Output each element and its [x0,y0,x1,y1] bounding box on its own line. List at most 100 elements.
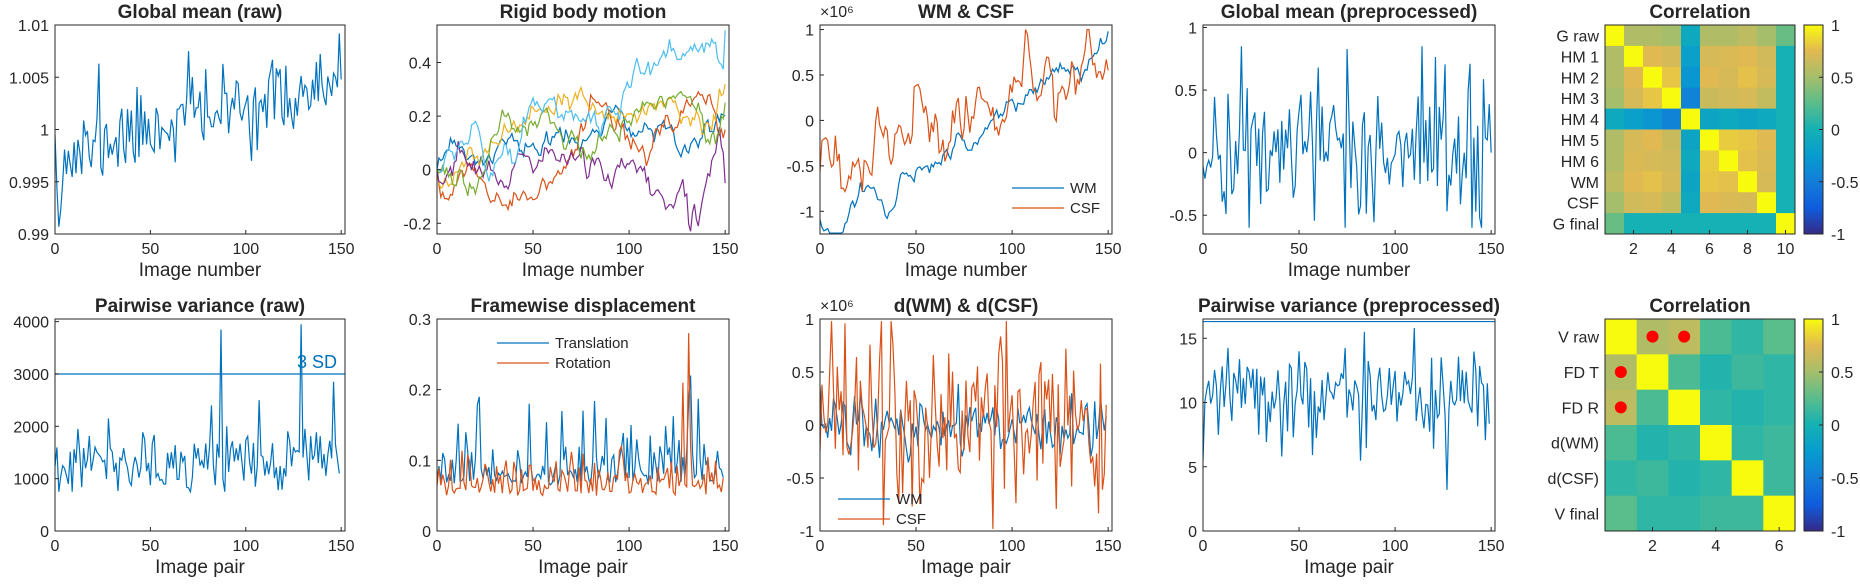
axes-box [1604,318,1796,532]
heatmap-cell [1763,425,1796,461]
heatmap-cell [1776,108,1796,130]
heatmap-cell [1700,192,1720,214]
heatmap-cell [1605,460,1638,497]
x-tick-label: 0 [433,241,442,258]
heatmap-cell [1605,129,1625,151]
heatmap-cell [1719,25,1739,47]
heatmap-cell [1719,171,1739,193]
heatmap-cell [1700,87,1720,110]
heatmap-cell [1731,319,1764,355]
heatmap-cell [1719,66,1739,89]
chart-5: Pairwise variance (raw) 3 SD 0 50 100 150 0 100… [13,296,354,578]
heatmap-cell [1605,108,1625,130]
heatmap-cell [1662,108,1682,130]
y-tick-label: 0.99 [18,227,49,244]
x-tick-label: 0 [51,538,60,555]
heatmap-cell [1605,87,1625,110]
axes-box [1202,318,1496,532]
heatmap-cell [1738,150,1758,172]
heatmap-cell [1719,45,1739,68]
y-tick-label: 0 [1188,146,1197,163]
colorbar-tick-label: 0.5 [1831,365,1853,382]
axis-exponent: ×10⁶ [820,4,854,21]
x-tick-label: 0 [51,241,60,258]
heatmap-cell [1731,354,1764,391]
x-tick-label: 50 [907,241,925,258]
x-tick-label: 50 [907,538,925,555]
heatmap-cell [1681,87,1701,110]
plot-area [55,324,340,494]
x-axis-label: Image pair [1304,557,1394,578]
heatmap-cell [1757,171,1777,193]
x-axis-label: Image pair [155,557,245,578]
chart-title: Correlation [1649,2,1750,23]
heatmap-cell [1605,45,1625,68]
heatmap-cell [1700,171,1720,193]
y-tick-label: 0.2 [409,109,431,126]
heatmap-cell [1662,45,1682,68]
heatmap-cell [1605,319,1638,355]
x-tick-label: 50 [524,538,542,555]
x-tick-label: 150 [712,538,739,555]
y-tick-label: 2000 [13,419,49,436]
heatmap-cell [1624,192,1644,214]
x-tick-label: 6 [1775,538,1784,555]
heatmap-cell [1719,192,1739,214]
heatmap-cell [1605,495,1638,532]
heatmap-cell [1624,25,1644,47]
heatmap-cell [1757,87,1777,110]
heatmap-cell [1624,129,1644,151]
row-label: d(CSF) [1547,471,1599,488]
legend-entry-wm: WM [896,491,923,508]
plot-area [437,30,726,232]
heatmap-cell [1700,213,1720,235]
heatmap-cell [1757,129,1777,151]
y-tick-label: 0 [422,163,431,180]
y-tick-label: 0.5 [792,365,814,382]
x-axis-label: Image number [1288,260,1411,281]
significance-marker [1614,366,1627,378]
heatmap-cell [1738,213,1758,235]
heatmap-cell [1643,66,1663,89]
series-line-rotation [437,333,724,497]
heatmap-cell [1700,25,1720,47]
threshold-label: 3 SD [297,352,337,372]
y-tick-label: 1 [805,23,814,40]
plot-area [55,33,342,227]
x-tick-label: 100 [1382,241,1409,258]
axes-box [1604,24,1796,235]
heatmap-cell [1757,213,1777,235]
heatmap-cell [1643,45,1663,68]
legend-entry-csf: CSF [896,511,926,528]
heatmap-cell [1624,87,1644,110]
heatmap-cell [1738,87,1758,110]
heatmap-cell [1681,25,1701,47]
heatmap-cell [1605,213,1625,235]
x-axis-label: Image number [139,260,262,281]
y-tick-label: 1.01 [18,18,49,35]
heatmap-cell [1700,425,1733,461]
heatmap-cell [1757,25,1777,47]
y-tick-label: 0 [1188,524,1197,541]
series-line-2 [437,83,726,190]
y-tick-label: 1 [40,123,49,140]
plot-area [1203,327,1490,490]
y-tick-label: 0.1 [409,453,431,470]
x-tick-label: 100 [616,538,643,555]
x-tick-label: 0 [816,241,825,258]
legend-entry-rotation: Rotation [555,355,611,372]
y-tick-label: 0.995 [9,175,49,192]
colorbar-tick-label: -1 [1831,227,1845,244]
heatmap-cell [1636,389,1669,426]
series-line-0 [1203,46,1492,228]
heatmap-cell [1624,108,1644,130]
heatmap-cell [1662,87,1682,110]
x-tick-label: 100 [616,241,643,258]
x-tick-label: 150 [1095,241,1122,258]
x-tick-label: 0 [816,538,825,555]
y-tick-label: -1 [800,524,814,541]
series-line-csf [820,321,1107,529]
x-tick-label: 150 [328,241,355,258]
heatmap-cell [1668,354,1701,391]
heatmap-cell [1636,460,1669,497]
